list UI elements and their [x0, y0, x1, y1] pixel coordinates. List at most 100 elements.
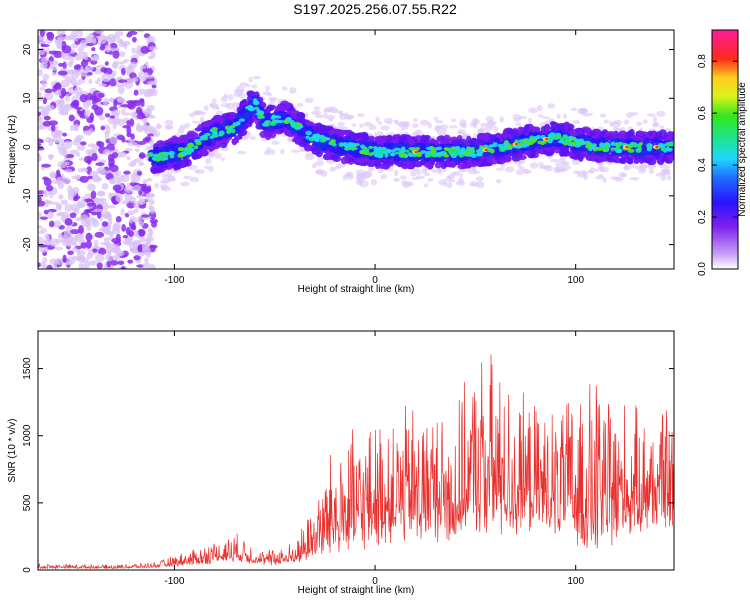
heatmap-cell [570, 146, 577, 151]
heatmap-cell [443, 134, 451, 142]
heatmap-cell [79, 175, 89, 183]
heatmap-cell [65, 62, 74, 66]
heatmap-cell [60, 235, 68, 243]
heatmap-cell [158, 147, 163, 152]
spectrogram-ytick-label: 20 [22, 44, 33, 56]
heatmap-cell [348, 157, 354, 162]
heatmap-cell [244, 83, 251, 88]
heatmap-cell [267, 93, 273, 97]
heatmap-cell [56, 178, 63, 186]
heatmap-cell [311, 110, 322, 116]
heatmap-cell [137, 72, 143, 78]
heatmap-cell [49, 238, 59, 247]
heatmap-cell [351, 123, 357, 127]
heatmap-cell [570, 141, 576, 146]
heatmap-cell [412, 118, 418, 123]
heatmap-cell [623, 165, 631, 171]
heatmap-cell [269, 121, 277, 126]
heatmap-cell [562, 113, 568, 119]
colorbar-tick-label: 0.0 [697, 262, 708, 276]
heatmap-cell [110, 260, 119, 266]
heatmap-cell [40, 56, 49, 64]
heatmap-cell [73, 197, 79, 202]
heatmap-cell [131, 221, 136, 230]
heatmap-cell [41, 163, 52, 168]
heatmap-cell [96, 77, 102, 82]
heatmap-cell [472, 124, 478, 129]
heatmap-cell [666, 143, 673, 148]
heatmap-peak [625, 145, 629, 149]
heatmap-cell [549, 158, 560, 163]
heatmap-cell [76, 250, 86, 256]
heatmap-cell [165, 125, 173, 130]
heatmap-cell [504, 166, 515, 173]
heatmap-cell [247, 105, 254, 111]
heatmap-cell [547, 103, 556, 109]
heatmap-cell [39, 86, 46, 91]
heatmap-cell [231, 138, 238, 146]
heatmap-cell [633, 142, 638, 148]
heatmap-cell [296, 112, 306, 119]
heatmap-cell [102, 201, 109, 211]
heatmap-cell [238, 118, 246, 122]
heatmap-cell [38, 244, 48, 248]
heatmap-cell [122, 124, 132, 129]
heatmap-cell [427, 177, 434, 183]
colorbar-tick-label: 0.8 [697, 54, 708, 68]
heatmap-cell [519, 133, 526, 139]
heatmap-cell [268, 130, 277, 139]
heatmap-cell [90, 96, 96, 101]
heatmap-cell [227, 94, 234, 101]
heatmap-cell [356, 113, 365, 117]
heatmap-cell [404, 120, 411, 128]
chart-title: S197.2025.256.07.55.R22 [293, 1, 457, 17]
heatmap-cell [648, 169, 655, 174]
heatmap-cell [57, 160, 68, 169]
spectrogram-ytick-label: 10 [22, 92, 33, 104]
heatmap-cell [304, 145, 312, 152]
heatmap-cell [495, 178, 502, 184]
heatmap-cell [321, 147, 327, 151]
heatmap-cell [401, 153, 407, 158]
heatmap-cell [598, 157, 607, 163]
heatmap-cell [354, 153, 360, 158]
heatmap-cell [451, 139, 457, 145]
heatmap-cell [140, 65, 147, 69]
heatmap-cell [123, 185, 134, 193]
heatmap-cell [193, 145, 199, 150]
heatmap-cell [65, 241, 74, 247]
heatmap-cell [599, 113, 607, 118]
heatmap-cell [138, 221, 144, 227]
heatmap-cell [584, 137, 593, 142]
heatmap-cell [583, 175, 589, 181]
heatmap-cell [629, 177, 640, 181]
heatmap-cell [69, 229, 80, 235]
heatmap-cell [343, 143, 349, 148]
spectrogram-xtick-label: -100 [164, 275, 184, 286]
heatmap-cell [147, 133, 155, 137]
heatmap-cell [359, 123, 364, 128]
heatmap-cell [48, 50, 59, 55]
heatmap-cell [336, 137, 342, 141]
heatmap-cell [201, 129, 209, 134]
heatmap-cell [38, 142, 42, 147]
heatmap-cell [146, 89, 156, 95]
heatmap-cell [43, 115, 51, 121]
heatmap-cell [48, 154, 53, 161]
heatmap-cell [95, 162, 105, 167]
heatmap-cell [56, 202, 62, 210]
heatmap-cell [78, 157, 84, 161]
heatmap-cell [603, 119, 610, 124]
heatmap-cell [605, 131, 612, 136]
heatmap-cell [73, 123, 80, 132]
heatmap-cell [237, 111, 246, 115]
heatmap-cell [391, 144, 399, 149]
heatmap-cell [94, 253, 105, 263]
heatmap-cell [138, 98, 145, 103]
heatmap-cell [117, 151, 123, 158]
heatmap-cell [134, 148, 140, 152]
heatmap-cell [317, 157, 324, 161]
heatmap-cell [38, 106, 43, 111]
heatmap-cell [161, 173, 169, 179]
heatmap-cell [610, 147, 616, 151]
